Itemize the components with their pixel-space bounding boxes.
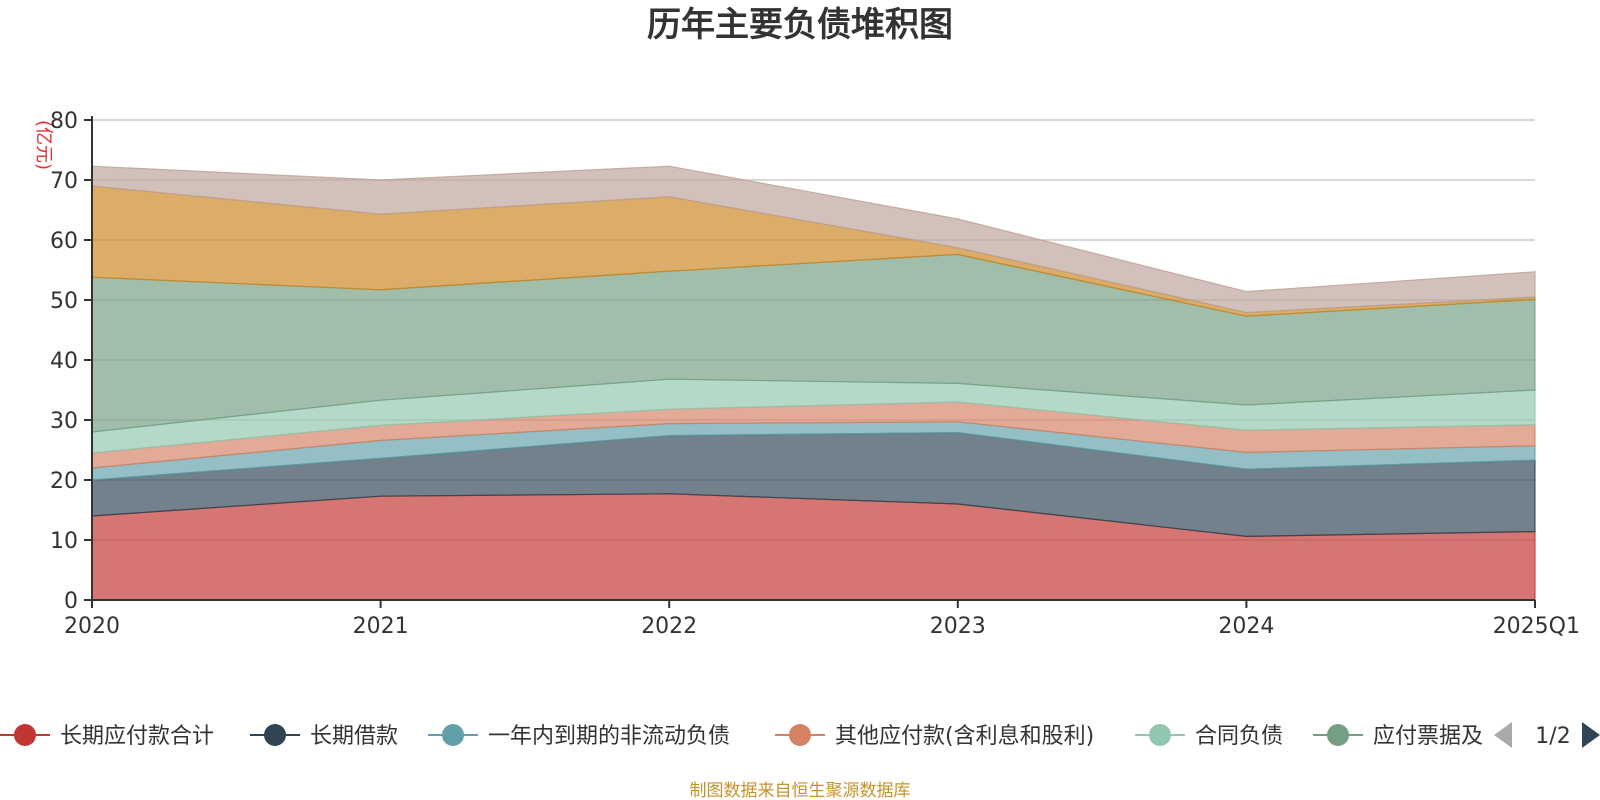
x-tick-label: 2025Q1 <box>1493 614 1580 639</box>
legend-item[interactable]: 应付票据及 <box>1313 724 1483 749</box>
area-series <box>91 165 1536 314</box>
legend-page-indicator: 1/2 <box>1535 724 1570 749</box>
legend-next-page-arrow-icon[interactable] <box>1582 722 1600 748</box>
legend-item[interactable]: 合同负债 <box>1135 724 1283 749</box>
legend-circle-marker <box>1149 724 1171 746</box>
legend-label: 一年内到期的非流动负债 <box>488 724 730 749</box>
y-tick-label: 10 <box>50 529 78 554</box>
y-tick-label: 0 <box>64 589 78 614</box>
legend-circle-marker <box>442 724 464 746</box>
legend-item[interactable]: 一年内到期的非流动负债 <box>428 724 730 749</box>
legend-label: 长期应付款合计 <box>60 724 214 749</box>
y-tick-label: 50 <box>50 289 78 314</box>
x-tick-label: 2020 <box>64 614 120 639</box>
x-tick-label: 2021 <box>353 614 409 639</box>
legend: 长期应付款合计 长期借款 一年内到期的非流动负债 其他应付款(含利息和股利) 合同负债 应… <box>0 722 1600 749</box>
x-tick-label: 2022 <box>641 614 697 639</box>
legend-label: 其他应付款(含利息和股利) <box>835 724 1094 749</box>
y-tick-label: 70 <box>50 169 78 194</box>
legend-item[interactable]: 长期借款 <box>250 724 398 749</box>
legend-item[interactable]: 其他应付款(含利息和股利) <box>775 724 1094 749</box>
y-tick-label: 60 <box>50 229 78 254</box>
y-tick-label: 40 <box>50 349 78 374</box>
y-tick-label: 30 <box>50 409 78 434</box>
axes: 0 10 20 30 40 50 60 70 80 2020 2021 2022 2023 2024 202… <box>50 109 1580 639</box>
x-tick-label: 2024 <box>1218 614 1274 639</box>
data-source-note: 制图数据来自恒生聚源数据库 <box>690 781 911 800</box>
x-tick-label: 2023 <box>930 614 986 639</box>
legend-circle-marker <box>264 724 286 746</box>
legend-item[interactable]: 长期应付款合计 <box>0 724 214 749</box>
legend-circle-marker <box>1327 724 1349 746</box>
legend-circle-marker <box>14 724 36 746</box>
chart-title: 历年主要负债堆积图 <box>647 5 953 45</box>
legend-label: 长期借款 <box>310 724 398 749</box>
y-tick-label: 80 <box>50 109 78 134</box>
legend-label: 应付票据及 <box>1373 724 1483 749</box>
legend-circle-marker <box>789 724 811 746</box>
legend-prev-page-arrow-icon[interactable] <box>1494 722 1512 748</box>
y-tick-label: 20 <box>50 469 78 494</box>
area-series-layer <box>91 165 1536 601</box>
legend-label: 合同负债 <box>1195 724 1283 749</box>
y-axis-unit-label: (亿元) <box>33 120 54 170</box>
